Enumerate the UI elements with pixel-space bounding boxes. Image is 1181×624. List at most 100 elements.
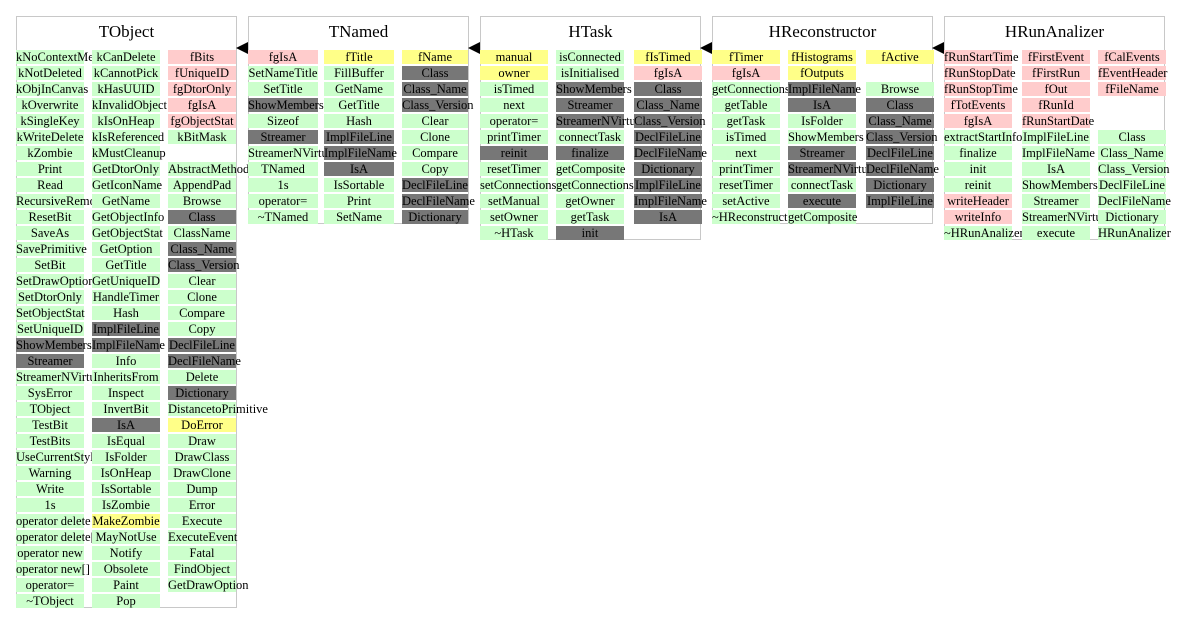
member-item[interactable]: isTimed	[480, 82, 548, 96]
member-item[interactable]: next	[480, 98, 548, 112]
member-item[interactable]: Info	[92, 354, 160, 368]
member-item[interactable]: fgIsA	[634, 66, 702, 80]
member-item[interactable]: extractStartInfo	[944, 130, 1023, 144]
member-item[interactable]: GetName	[92, 194, 160, 208]
member-item[interactable]: ShowMembers	[1022, 178, 1098, 192]
member-item[interactable]: fTimer	[712, 50, 780, 64]
member-item[interactable]: Browse	[866, 82, 934, 96]
member-item[interactable]: writeInfo	[944, 210, 1012, 224]
member-item[interactable]: fOutputs	[788, 66, 856, 80]
member-item[interactable]: SetName	[324, 210, 394, 224]
member-item[interactable]: DistancetoPrimitive	[168, 402, 268, 416]
member-item[interactable]: setConnections	[480, 178, 557, 192]
member-item[interactable]: IsA	[92, 418, 160, 432]
member-item[interactable]: Dictionary	[634, 162, 702, 176]
member-item[interactable]: Copy	[168, 322, 236, 336]
member-item[interactable]: ImplFileLine	[634, 178, 702, 192]
member-item[interactable]: Draw	[168, 434, 236, 448]
member-item[interactable]: fRunStopDate	[944, 66, 1016, 80]
member-item[interactable]: Clone	[402, 130, 468, 144]
member-item[interactable]: UseCurrentStyle	[16, 450, 100, 464]
member-item[interactable]: reinit	[480, 146, 548, 160]
member-item[interactable]: kNotDeleted	[16, 66, 84, 80]
member-item[interactable]: fgDtorOnly	[168, 82, 236, 96]
member-item[interactable]: IsA	[634, 210, 702, 224]
member-item[interactable]: fRunStopTime	[944, 82, 1018, 96]
member-item[interactable]: getOwner	[556, 194, 624, 208]
member-item[interactable]: Execute	[168, 514, 236, 528]
member-item[interactable]: kZombie	[16, 146, 84, 160]
member-item[interactable]: ~HTask	[480, 226, 548, 240]
member-item[interactable]: DeclFileName	[634, 146, 707, 160]
member-item[interactable]: operator delete[]	[16, 530, 99, 544]
member-item[interactable]: ClassName	[168, 226, 236, 240]
member-item[interactable]: IsA	[1022, 162, 1090, 176]
member-item[interactable]: Clear	[402, 114, 468, 128]
member-item[interactable]: Error	[168, 498, 236, 512]
member-item[interactable]: AppendPad	[168, 178, 236, 192]
member-item[interactable]: Class_Version	[866, 130, 938, 144]
member-item[interactable]: ShowMembers	[16, 338, 92, 352]
member-item[interactable]: GetObjectInfo	[92, 210, 165, 224]
member-item[interactable]: Dictionary	[168, 386, 236, 400]
member-item[interactable]: getTask	[556, 210, 624, 224]
member-item[interactable]: kCanDelete	[92, 50, 160, 64]
member-item[interactable]: next	[712, 146, 780, 160]
member-item[interactable]: IsSortable	[324, 178, 394, 192]
member-item[interactable]: ResetBit	[16, 210, 84, 224]
member-item[interactable]: Class_Name	[168, 242, 236, 256]
member-item[interactable]: execute	[1022, 226, 1090, 240]
member-item[interactable]: GetDtorOnly	[92, 162, 160, 176]
member-item[interactable]: Class_Name	[402, 82, 468, 96]
member-item[interactable]: Class_Version	[1098, 162, 1170, 176]
member-item[interactable]: DeclFileLine	[168, 338, 236, 352]
member-item[interactable]: isInitialised	[556, 66, 624, 80]
member-item[interactable]: Streamer	[1022, 194, 1090, 208]
member-item[interactable]: Print	[16, 162, 84, 176]
member-item[interactable]: fFirstRun	[1022, 66, 1090, 80]
member-item[interactable]: TObject	[16, 402, 84, 416]
member-item[interactable]: GetDrawOption	[168, 578, 249, 592]
member-item[interactable]: manual	[480, 50, 548, 64]
member-item[interactable]: fEventHeader	[1098, 66, 1168, 80]
member-item[interactable]: fgIsA	[944, 114, 1012, 128]
member-item[interactable]: kBitMask	[168, 130, 236, 144]
member-item[interactable]: MakeZombie	[92, 514, 160, 528]
member-item[interactable]: operator new[]	[16, 562, 90, 576]
member-item[interactable]: Fatal	[168, 546, 236, 560]
member-item[interactable]: Warning	[16, 466, 84, 480]
member-item[interactable]: Compare	[168, 306, 236, 320]
member-item[interactable]: ImplFileName	[634, 194, 707, 208]
member-item[interactable]: fgIsA	[712, 66, 780, 80]
member-item[interactable]: kHasUUID	[92, 82, 160, 96]
member-item[interactable]: kCannotPick	[92, 66, 160, 80]
member-item[interactable]: Class_Version	[634, 114, 706, 128]
member-item[interactable]: setManual	[480, 194, 548, 208]
member-item[interactable]: ~HReconstructor	[712, 210, 798, 224]
member-item[interactable]: fTotEvents	[944, 98, 1012, 112]
member-item[interactable]: getComposite	[788, 210, 858, 224]
member-item[interactable]: SetDtorOnly	[16, 290, 84, 304]
member-item[interactable]: GetIconName	[92, 178, 163, 192]
member-item[interactable]: init	[556, 226, 624, 240]
member-item[interactable]: GetUniqueID	[92, 274, 161, 288]
member-item[interactable]: operator new	[16, 546, 84, 560]
member-item[interactable]: StreamerNVirtual	[556, 114, 645, 128]
member-item[interactable]: Hash	[92, 306, 160, 320]
member-item[interactable]: resetTimer	[480, 162, 548, 176]
member-item[interactable]: init	[944, 162, 1012, 176]
member-item[interactable]: fHistograms	[788, 50, 856, 64]
member-item[interactable]: ShowMembers	[788, 130, 864, 144]
member-item[interactable]: Streamer	[248, 130, 318, 144]
member-item[interactable]: SysError	[16, 386, 84, 400]
member-item[interactable]: Dump	[168, 482, 236, 496]
member-item[interactable]: setOwner	[480, 210, 548, 224]
member-item[interactable]: Class_Name	[634, 98, 702, 112]
member-item[interactable]: getTask	[712, 114, 780, 128]
member-item[interactable]: fRunStartTime	[944, 50, 1019, 64]
member-item[interactable]: Class_Name	[1098, 146, 1166, 160]
member-item[interactable]: ShowMembers	[556, 82, 632, 96]
member-item[interactable]: fUniqueID	[168, 66, 236, 80]
member-item[interactable]: GetName	[324, 82, 394, 96]
member-item[interactable]: IsA	[324, 162, 394, 176]
